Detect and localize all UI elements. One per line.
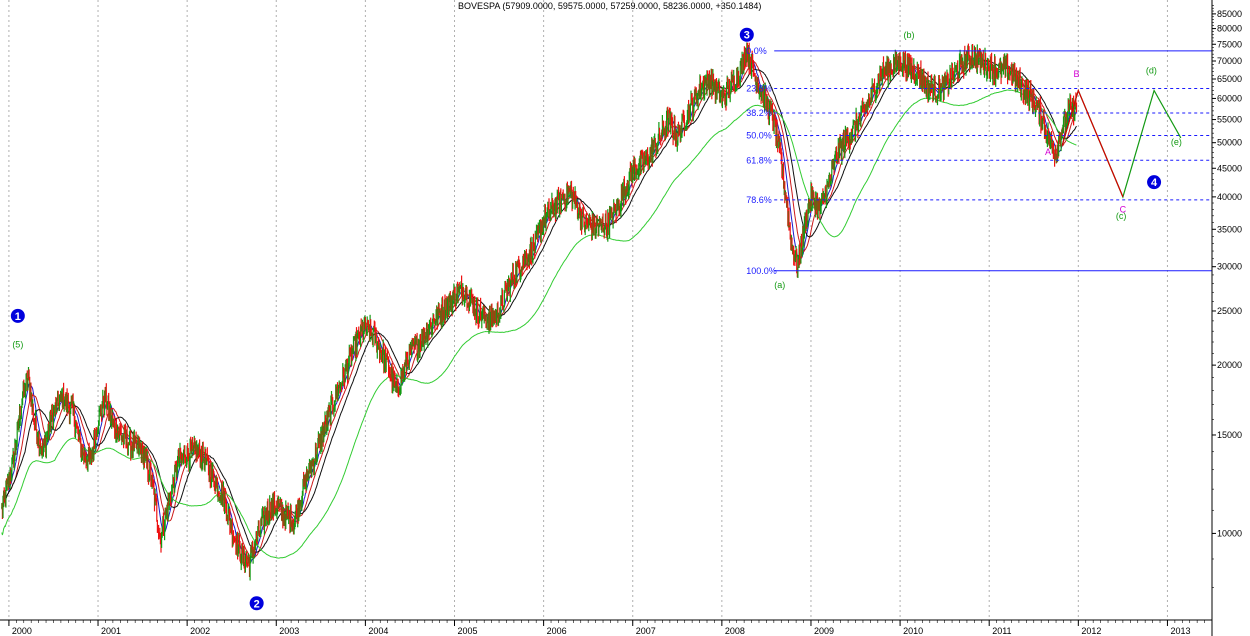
wave-circle — [249, 596, 264, 611]
y-tick-label: 85000 — [1217, 9, 1242, 19]
wave-circle-marker: 2 — [249, 596, 264, 611]
wave-circle — [739, 27, 754, 42]
x-tick-label: 2003 — [279, 626, 299, 636]
fib-level-label: 100.0% — [746, 266, 777, 276]
plot-background — [0, 0, 1212, 620]
wave-label: B — [1074, 69, 1080, 79]
wave-circle-marker: 3 — [739, 27, 754, 42]
y-tick-label: 10000 — [1217, 528, 1242, 538]
chart-title: BOVESPA (57909.0000, 59575.0000, 57259.0… — [458, 1, 761, 11]
y-tick-label: 65000 — [1217, 74, 1242, 84]
x-tick-label: 2001 — [101, 626, 121, 636]
projection-line — [1061, 88, 1124, 198]
y-tick-label: 80000 — [1217, 24, 1242, 34]
y-tick-label: 45000 — [1217, 163, 1242, 173]
x-tick-label: 2005 — [458, 626, 478, 636]
x-tick-label: 2009 — [814, 626, 834, 636]
fib-level-label: 50.0% — [746, 131, 772, 141]
y-tick-label: 20000 — [1217, 360, 1242, 370]
grid-layer — [8, 0, 1168, 620]
moving-average-line — [1, 89, 1077, 559]
x-tick-label: 2008 — [725, 626, 745, 636]
x-tick-label: 2004 — [368, 626, 388, 636]
fib-level-label: 61.8% — [746, 155, 772, 165]
wave-label: (b) — [904, 30, 915, 40]
fib-level-label: 38.2% — [746, 108, 772, 118]
y-tick-label: 40000 — [1217, 192, 1242, 202]
y-tick-label: 25000 — [1217, 306, 1242, 316]
y-tick-label: 70000 — [1217, 56, 1242, 66]
wave-circle-marker: 1 — [10, 308, 25, 323]
y-tick-label: 35000 — [1217, 224, 1242, 234]
candles — [1, 42, 1078, 581]
projection-lines — [1061, 88, 1182, 199]
wave-label: (5) — [12, 340, 23, 350]
wave-label: (a) — [774, 280, 785, 290]
wave-circle-number: 1 — [15, 311, 21, 323]
x-tick-label: 2011 — [992, 626, 1011, 636]
y-tick-label: 15000 — [1217, 430, 1242, 440]
fib-level-label: 0.0% — [746, 46, 767, 56]
wave-label: C — [1120, 205, 1127, 215]
y-tick-label: 30000 — [1217, 262, 1242, 272]
fibonacci-levels: 0.0% 23.6% 38.2% 50.0% 61.8% 78.6% 100.0% — [746, 46, 1212, 276]
wave-label: (e) — [1171, 137, 1182, 147]
wave-circle-number: 3 — [744, 30, 750, 42]
fib-level-label: 23.6% — [746, 84, 772, 94]
x-tick-label: 2012 — [1081, 626, 1101, 636]
moving-average-line — [1, 59, 1077, 553]
wave-labels: (5) (a) (b) (d) (c) (e) B A C 1 2 3 4 — [10, 27, 1182, 611]
wave-circle — [1147, 175, 1162, 190]
x-tick-label: 2002 — [190, 626, 210, 636]
wave-circle-number: 4 — [1151, 177, 1158, 189]
x-tick-label: 2000 — [12, 626, 32, 636]
wave-label: A — [1045, 147, 1051, 157]
wave-label: (c) — [1116, 211, 1127, 221]
wave-circle-marker: 4 — [1147, 175, 1162, 190]
y-tick-label: 50000 — [1217, 138, 1242, 148]
x-tick-label: 2007 — [636, 626, 656, 636]
y-tick-label: 55000 — [1217, 115, 1242, 125]
x-tick-label: 2010 — [903, 626, 923, 636]
y-tick-label: 75000 — [1217, 39, 1242, 49]
x-tick-label: 2013 — [1170, 626, 1190, 636]
y-tick-label: 60000 — [1217, 93, 1242, 103]
wave-circle-number: 2 — [254, 598, 260, 610]
x-tick-label: 2006 — [547, 626, 567, 636]
wave-circle — [10, 308, 25, 323]
fib-level-label: 78.6% — [746, 195, 772, 205]
wave-label: (d) — [1146, 65, 1157, 75]
